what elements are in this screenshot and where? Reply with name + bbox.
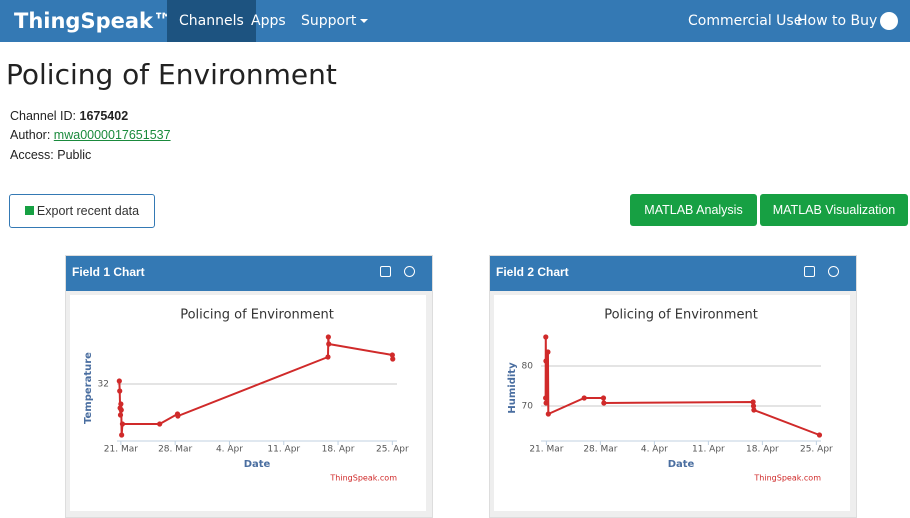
- x-tick-label: 25. Apr: [376, 445, 409, 455]
- x-tick-label: 18. Apr: [322, 445, 355, 455]
- x-tick-label: 11. Apr: [692, 445, 725, 455]
- author-link[interactable]: mwa0000017651537: [53, 128, 171, 142]
- open-icon[interactable]: [380, 266, 391, 277]
- data-point: [545, 411, 551, 417]
- x-tick-label: 28. Mar: [158, 445, 192, 455]
- x-tick-label: 25. Apr: [800, 445, 833, 455]
- data-point: [600, 395, 607, 401]
- nav-item[interactable]: Apps: [251, 13, 286, 29]
- data-point: [750, 403, 757, 409]
- data-point: [117, 388, 123, 394]
- navbar: ThingSpeak™ Channels Apps Support Commer…: [0, 0, 910, 42]
- x-tick-label: 4. Apr: [216, 445, 243, 455]
- logo[interactable]: ThingSpeak™: [14, 9, 174, 33]
- chart-title: Policing of Environment: [180, 308, 334, 323]
- matlab-visualization-button[interactable]: MATLAB Visualization: [760, 194, 908, 226]
- author: Author: mwa0000017651537: [10, 128, 171, 142]
- nav-item[interactable]: Channels: [167, 0, 256, 42]
- data-line: [118, 336, 394, 436]
- y-axis-label: Humidity: [507, 362, 518, 414]
- panel-header: Field 1 Chart: [66, 256, 432, 291]
- nav-item[interactable]: Support: [301, 0, 368, 42]
- data-point: [581, 395, 587, 401]
- data-point: [390, 356, 396, 362]
- data-point: [545, 349, 551, 355]
- chart-panel: Field 2 Chart Policing of Environment Hum…: [489, 255, 857, 518]
- label: Export recent data: [36, 204, 140, 218]
- y-tick-label: 32: [98, 380, 109, 390]
- x-tick-label: 11. Apr: [267, 445, 300, 455]
- data-point: [751, 407, 757, 413]
- export-button[interactable]: Export recent data: [9, 194, 155, 228]
- chart: Policing of Environment Temperature Date Th…: [70, 295, 426, 511]
- data-point: [118, 401, 124, 407]
- x-tick-label: 4. Apr: [641, 445, 668, 455]
- chart-title: Policing of Environment: [604, 308, 758, 323]
- data-point: [816, 432, 823, 438]
- data-point: [750, 399, 756, 405]
- x-axis-label: Date: [668, 459, 695, 470]
- y-tick-label: 70: [522, 402, 534, 412]
- y-axis-label: Temperature: [83, 352, 94, 424]
- matlab-analysis-button[interactable]: MATLAB Analysis: [630, 194, 757, 226]
- chart: Policing of Environment Humidity Date Thing…: [494, 295, 850, 511]
- comment-icon[interactable]: [828, 266, 839, 277]
- x-tick-label: 21. Mar: [529, 445, 563, 455]
- data-point: [175, 413, 181, 419]
- data-line: [544, 336, 820, 436]
- panel-header: Field 2 Chart: [490, 256, 856, 291]
- x-tick-label: 18. Apr: [746, 445, 779, 455]
- credit: ThingSpeak.com: [753, 474, 821, 483]
- label: Channel ID:: [10, 109, 77, 123]
- nav-item[interactable]: Commercial Use: [688, 13, 803, 29]
- data-point: [543, 400, 549, 406]
- x-axis-label: Date: [244, 459, 271, 470]
- x-tick-label: 28. Mar: [583, 445, 617, 455]
- data-point: [325, 354, 331, 360]
- comment-icon[interactable]: [404, 266, 415, 277]
- label: Author:: [10, 128, 51, 142]
- value: 1675402: [79, 109, 129, 123]
- data-point: [117, 412, 124, 418]
- channel-title: Policing of Environment: [6, 58, 337, 91]
- data-point: [543, 334, 549, 340]
- data-point: [543, 395, 549, 401]
- credit: ThingSpeak.com: [329, 474, 397, 483]
- chart-panel: Field 1 Chart Policing of Environment Tem…: [65, 255, 433, 518]
- data-point: [601, 400, 607, 406]
- data-point: [119, 421, 126, 427]
- y-tick-label: 80: [522, 362, 534, 372]
- data-point: [118, 407, 124, 413]
- user-icon[interactable]: [880, 12, 898, 30]
- open-icon[interactable]: [804, 266, 815, 277]
- x-tick-label: 21. Mar: [104, 445, 138, 455]
- data-point: [389, 352, 395, 358]
- icon: [24, 206, 34, 215]
- nav-item[interactable]: How to Buy: [797, 13, 878, 29]
- data-point: [325, 334, 331, 340]
- data-point: [119, 432, 125, 438]
- data-point: [157, 421, 163, 427]
- data-point: [326, 341, 332, 347]
- access: Access: Public: [10, 148, 92, 162]
- data-point: [543, 358, 549, 364]
- data-point: [116, 378, 122, 384]
- channel-id: Channel ID: 1675402: [10, 109, 128, 123]
